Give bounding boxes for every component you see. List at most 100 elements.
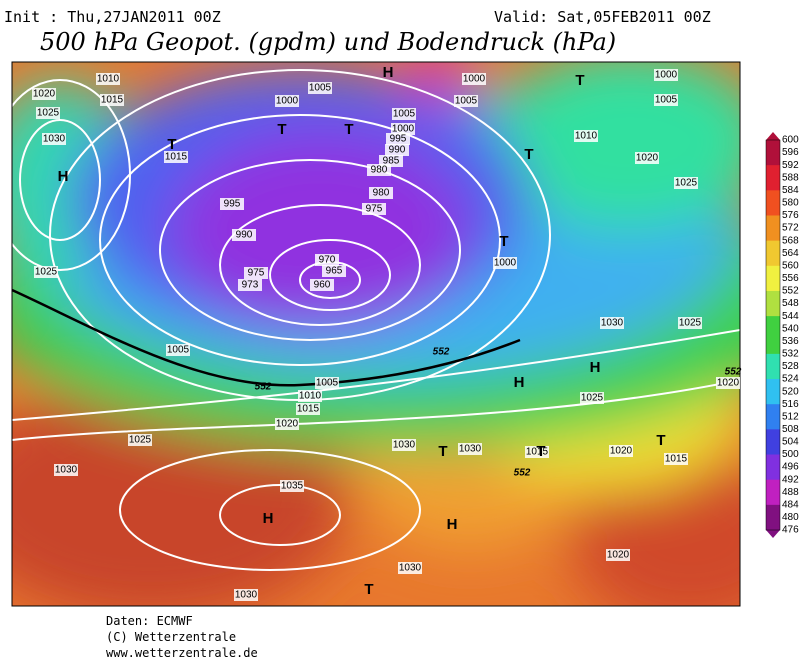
colorbar-label: 508 bbox=[782, 424, 799, 435]
colorbar-label: 480 bbox=[782, 512, 799, 523]
isobar-label-bg bbox=[96, 73, 120, 85]
isobar-label-bg bbox=[54, 464, 78, 476]
isobar-label: 1020 bbox=[610, 446, 633, 457]
colorbar-bin bbox=[766, 391, 780, 405]
colorbar-bin bbox=[766, 379, 780, 393]
isobar-label-bg bbox=[310, 279, 334, 291]
pressure-center: T bbox=[344, 121, 353, 138]
isobar-label: 1030 bbox=[399, 563, 422, 574]
isobar-label: 1005 bbox=[455, 96, 478, 107]
colorbar-label: 600 bbox=[782, 135, 799, 146]
colorbar-bin bbox=[766, 152, 780, 166]
colorbar-bin bbox=[766, 353, 780, 367]
pressure-center: T bbox=[524, 146, 533, 163]
isobar-label: 960 bbox=[314, 280, 331, 291]
colorbar-label: 512 bbox=[782, 411, 799, 422]
copyright: (C) Wetterzentrale bbox=[106, 630, 236, 644]
isobar-label-bg bbox=[220, 198, 244, 210]
isobar-label-bg bbox=[493, 257, 517, 269]
isobar-label: 1030 bbox=[601, 318, 624, 329]
isobar-label-bg bbox=[454, 95, 478, 107]
isobar-label: 1010 bbox=[299, 391, 322, 402]
colorbar-label: 528 bbox=[782, 361, 799, 372]
colorbar-bin bbox=[766, 240, 780, 254]
isobar-label-bg bbox=[275, 95, 299, 107]
isobar-label-bg bbox=[315, 254, 339, 266]
isobar-label-bg bbox=[392, 439, 416, 451]
colorbar-label: 596 bbox=[782, 147, 799, 158]
isobar-label: 1015 bbox=[526, 447, 549, 458]
isobar-label: 1030 bbox=[459, 444, 482, 455]
isobar-label-bg bbox=[280, 480, 304, 492]
colorbar-bin bbox=[766, 441, 780, 456]
pressure-center: T bbox=[438, 443, 447, 460]
isobar-label-bg bbox=[716, 377, 740, 389]
colorbar-cap bbox=[766, 132, 780, 140]
isobar-label: 1025 bbox=[581, 393, 604, 404]
isobar-label: 995 bbox=[390, 134, 407, 145]
contour-552 bbox=[12, 288, 521, 387]
pressure-center: H bbox=[590, 359, 601, 376]
isobar-label: 1000 bbox=[276, 96, 299, 107]
isobar-label-bg bbox=[362, 203, 386, 215]
colorbar: 6005965925885845805765725685645605565525… bbox=[765, 132, 799, 538]
isobar-label-bg bbox=[525, 446, 549, 458]
colorbar-label: 580 bbox=[782, 198, 799, 209]
pressure-center: T bbox=[167, 136, 176, 153]
isobar-label: 1005 bbox=[167, 345, 190, 356]
colorbar-label: 544 bbox=[782, 311, 799, 322]
colorbar-label: 588 bbox=[782, 172, 799, 183]
colorbar-label: 572 bbox=[782, 223, 799, 234]
colorbar-bin bbox=[766, 303, 780, 317]
isobar-label-bg bbox=[322, 265, 346, 277]
colorbar-label: 524 bbox=[782, 374, 799, 385]
isobar-label: 1000 bbox=[463, 74, 486, 85]
isobar-label: 1030 bbox=[43, 134, 66, 145]
isobar-label-bg bbox=[574, 130, 598, 142]
isobar-label: 1030 bbox=[235, 590, 258, 601]
isobar-label-bg bbox=[244, 267, 268, 279]
isobar-label: 990 bbox=[236, 230, 253, 241]
isobar-label-bg bbox=[128, 434, 152, 446]
colorbar-bin bbox=[766, 467, 780, 481]
isobar-label-bg bbox=[315, 377, 339, 389]
colorbar-bin bbox=[766, 479, 780, 493]
colorbar-label: 568 bbox=[782, 235, 799, 246]
geopotential-label: 552 bbox=[725, 367, 742, 378]
isobar-label-bg bbox=[32, 88, 56, 100]
isobar-label: 980 bbox=[373, 188, 390, 199]
pressure-center: H bbox=[58, 168, 69, 185]
colorbar-cap bbox=[766, 530, 780, 538]
isobar-label-bg bbox=[34, 266, 58, 278]
website: www.wetterzentrale.de bbox=[106, 646, 258, 660]
isobar-label-bg bbox=[391, 123, 415, 135]
colorbar-bin bbox=[766, 140, 780, 154]
isobar-label: 1020 bbox=[717, 378, 740, 389]
colorbar-bin bbox=[766, 177, 780, 191]
map-frame bbox=[11, 61, 741, 607]
isobar-label: 1005 bbox=[655, 95, 678, 106]
isobar-label-bg bbox=[100, 94, 124, 106]
colorbar-bin bbox=[766, 429, 780, 443]
isobar-label: 1020 bbox=[276, 419, 299, 430]
colorbar-label: 476 bbox=[782, 525, 799, 536]
isobar-label: 1035 bbox=[281, 481, 304, 492]
isobar-label: 1030 bbox=[55, 465, 78, 476]
isobar-label: 1005 bbox=[393, 109, 416, 120]
colorbar-bin bbox=[766, 215, 780, 229]
isobar-label-bg bbox=[635, 152, 659, 164]
isobar-label-bg bbox=[369, 187, 393, 199]
colorbar-bin bbox=[766, 253, 780, 267]
isobar-label: 1000 bbox=[392, 124, 415, 135]
isobar-label-bg bbox=[392, 108, 416, 120]
isobar-label: 995 bbox=[224, 199, 241, 210]
init-time: Init : Thu,27JAN2011 00Z bbox=[4, 8, 221, 26]
pressure-center: T bbox=[499, 233, 508, 250]
colorbar-bin bbox=[766, 165, 780, 179]
colorbar-label: 488 bbox=[782, 487, 799, 498]
isobar-label: 1020 bbox=[636, 153, 659, 164]
isobar-label: 1005 bbox=[309, 83, 332, 94]
colorbar-label: 564 bbox=[782, 248, 799, 259]
isobar-label-bg bbox=[234, 589, 258, 601]
